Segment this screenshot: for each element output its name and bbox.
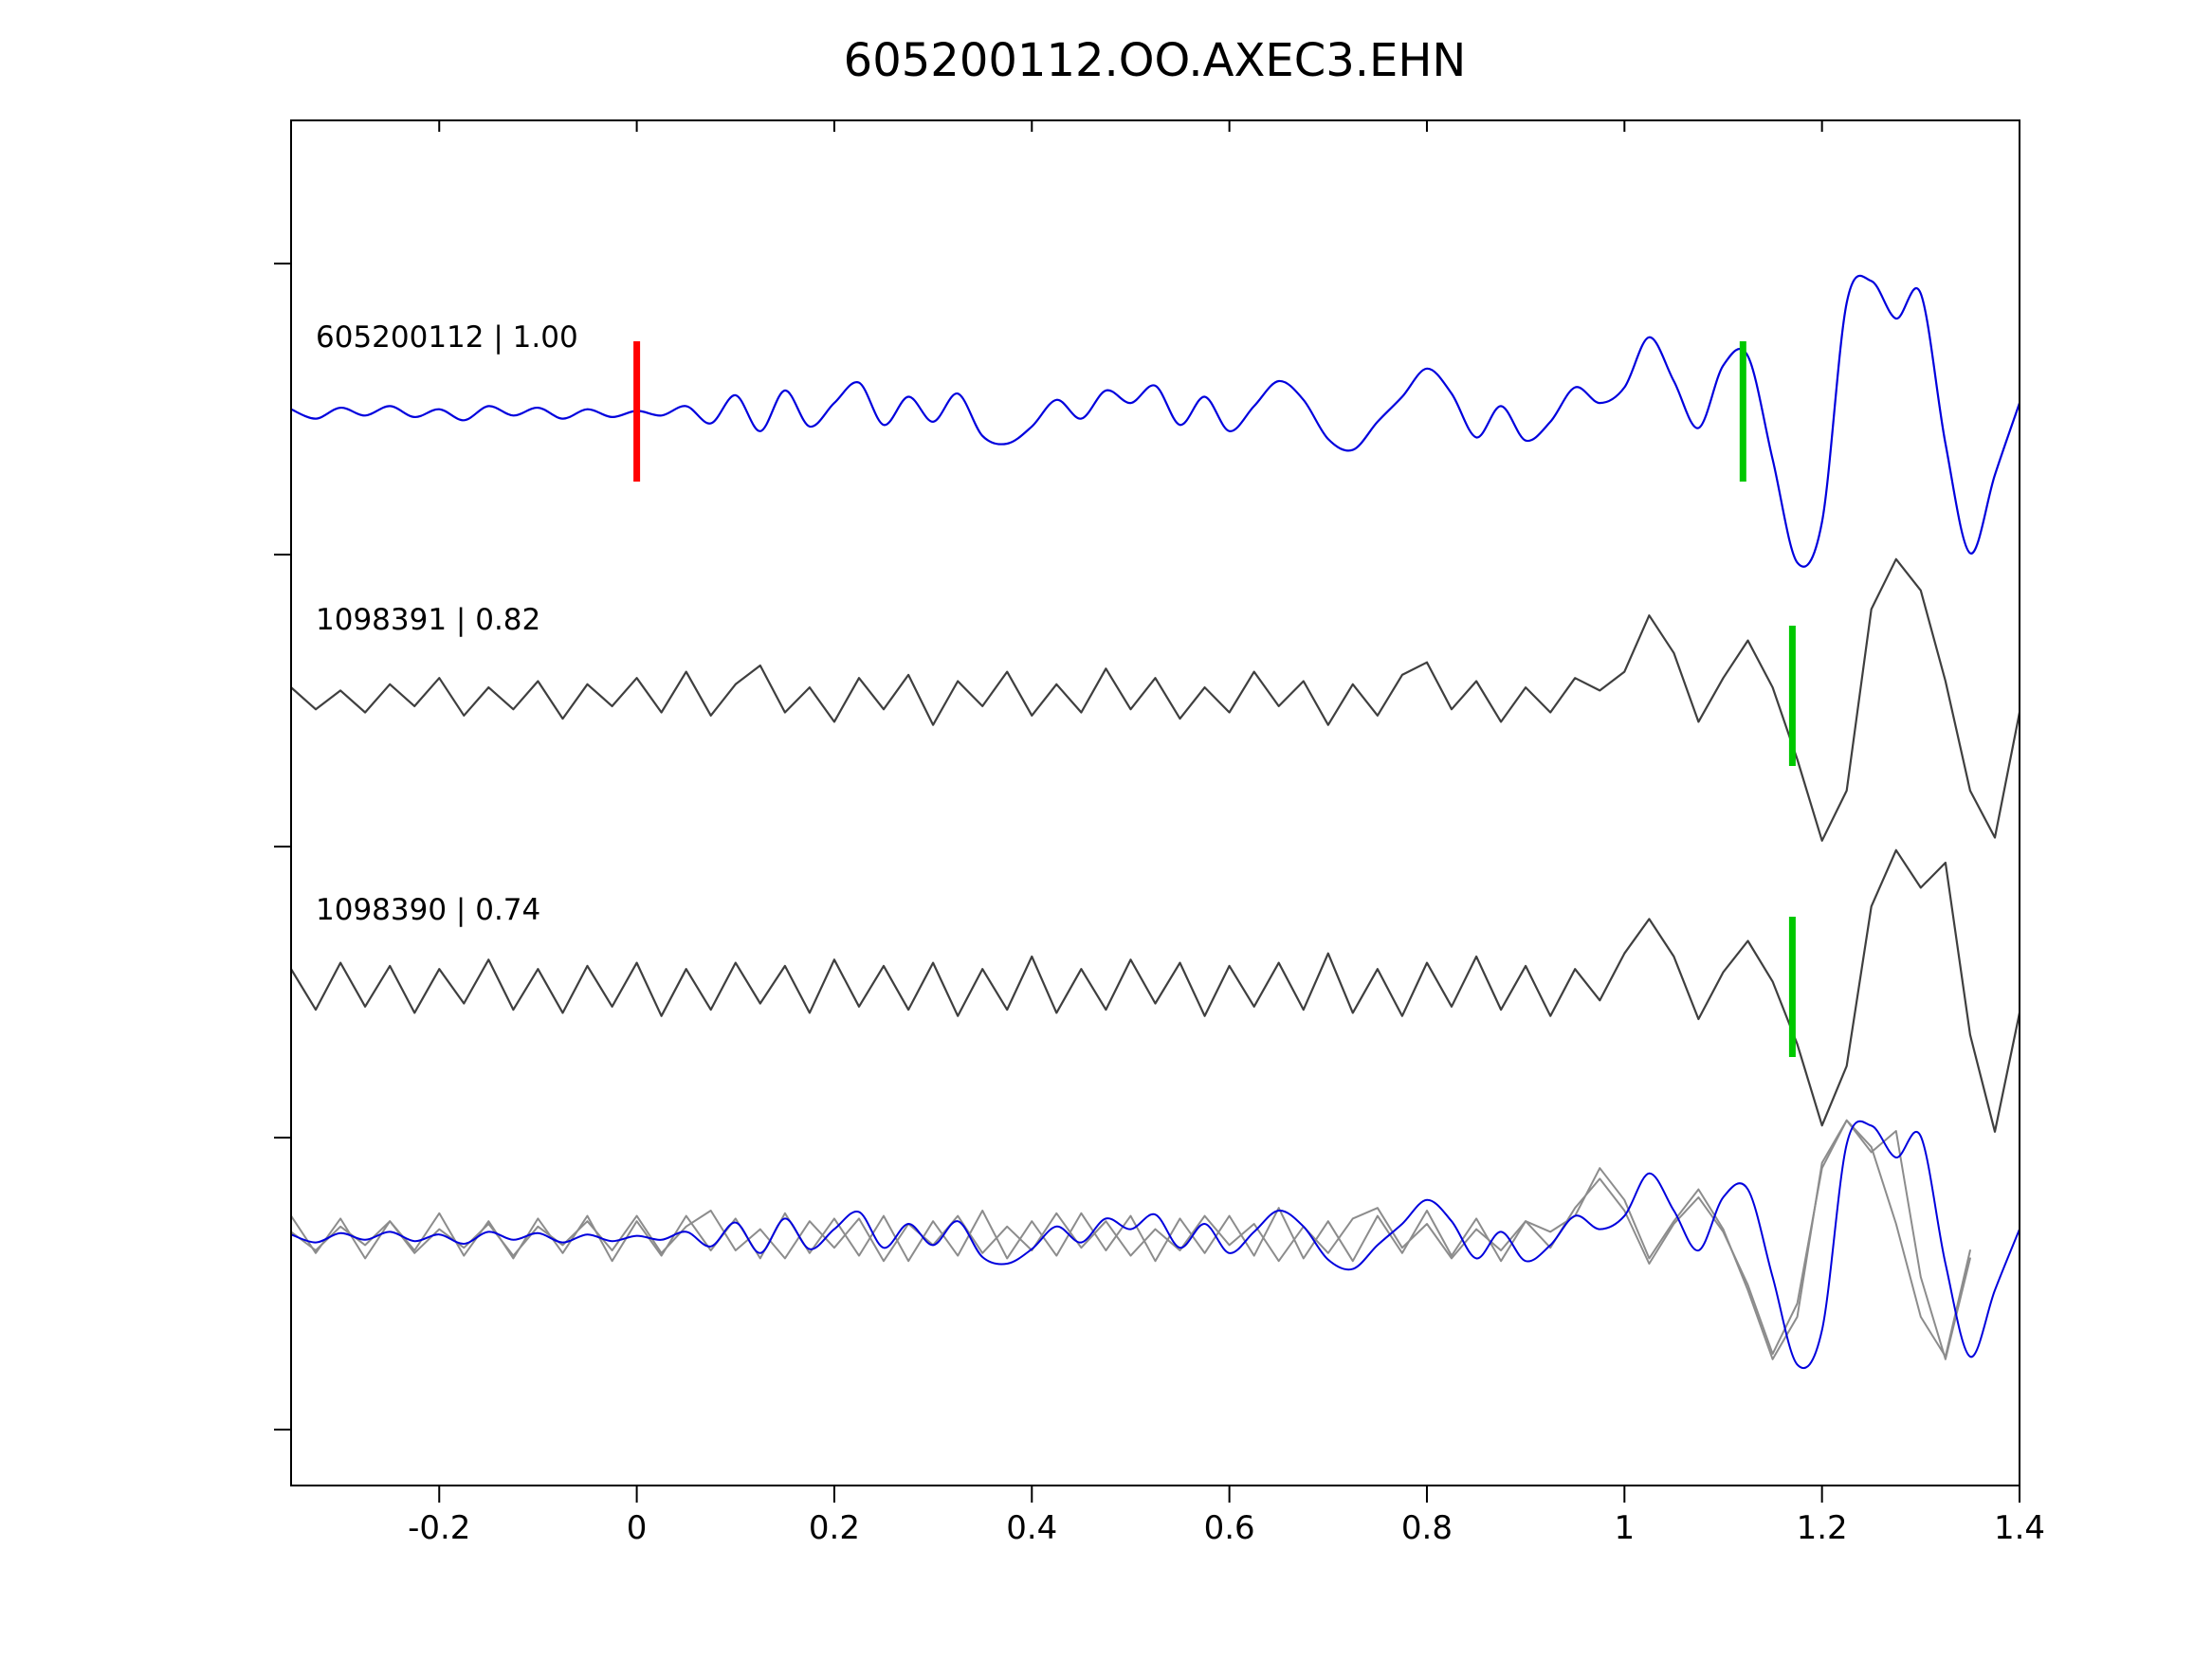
- waveform-605200112: [291, 274, 2020, 568]
- plot-border: [290, 119, 2020, 1486]
- overlay-waveform-1098391: [291, 1119, 1971, 1360]
- overlay-waveform-1098390: [291, 1119, 1971, 1360]
- x-tick-label: -0.2: [408, 1509, 471, 1547]
- trace-label-1098391: 1098391 | 0.82: [316, 603, 541, 637]
- x-tick-label: 1.4: [1993, 1509, 2046, 1547]
- x-tick-label: 1: [1614, 1509, 1636, 1547]
- waveform-1098390: [291, 848, 2020, 1133]
- waveform-1098391: [291, 557, 2020, 842]
- figure-title: 605200112.OO.AXEC3.EHN: [843, 34, 1467, 87]
- x-tick-label: 0.8: [1400, 1509, 1453, 1547]
- traces-group: [291, 274, 2020, 1370]
- trace-label-1098390: 1098390 | 0.74: [316, 893, 541, 927]
- x-tick-label: 0.4: [1006, 1509, 1058, 1547]
- x-tick-label: 0: [626, 1509, 648, 1547]
- trace-label-605200112: 605200112 | 1.00: [316, 320, 578, 355]
- x-tick-label: 1.2: [1796, 1509, 1848, 1547]
- overlay-waveform-605200112: [291, 1120, 2020, 1370]
- x-tick-label: 0.2: [808, 1509, 860, 1547]
- x-tick-label: 0.6: [1203, 1509, 1255, 1547]
